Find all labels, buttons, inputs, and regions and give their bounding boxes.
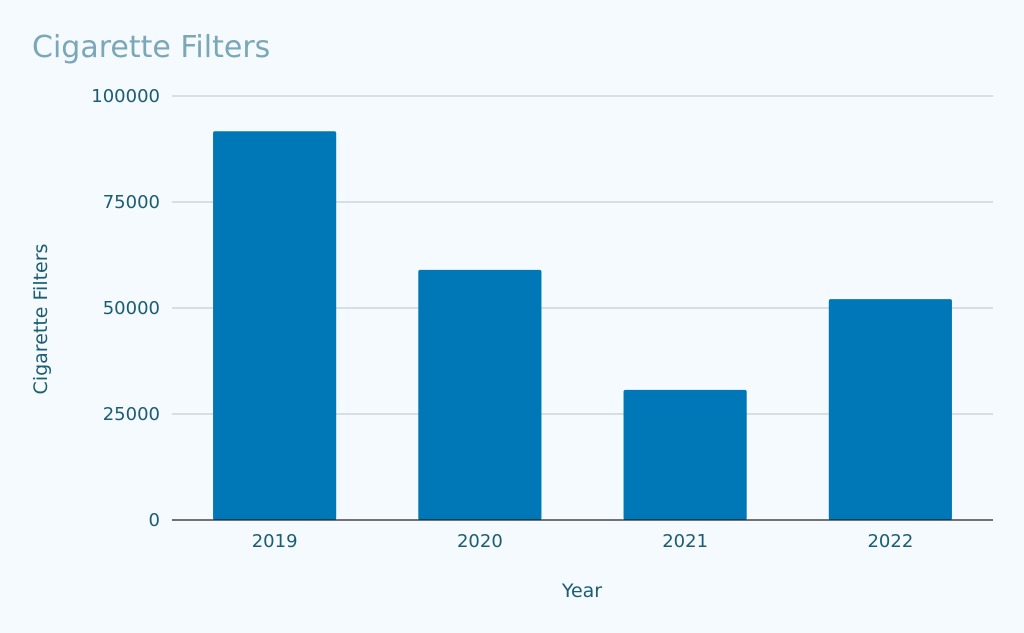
y-tick-label: 25000 <box>103 404 160 425</box>
y-axis-ticks: 0 25000 50000 75000 100000 <box>91 86 160 531</box>
y-axis-label: Cigarette Filters <box>30 244 52 395</box>
bar-2021 <box>623 389 747 520</box>
x-tick-label: 2022 <box>867 531 913 552</box>
y-tick-label: 100000 <box>91 86 160 107</box>
y-tick-label: 50000 <box>103 298 160 319</box>
bars <box>213 131 952 520</box>
bar-2022 <box>828 299 952 520</box>
bar-2019 <box>213 131 337 520</box>
chart-title: Cigarette Filters <box>32 30 270 65</box>
y-tick-label: 75000 <box>103 192 160 213</box>
x-axis-label: Year <box>561 580 602 602</box>
bar-2020 <box>418 269 542 520</box>
x-tick-label: 2021 <box>662 531 708 552</box>
x-tick-label: 2019 <box>252 531 298 552</box>
x-axis-ticks: 2019 2020 2021 2022 <box>252 531 914 552</box>
y-tick-label: 0 <box>149 510 160 531</box>
x-tick-label: 2020 <box>457 531 503 552</box>
